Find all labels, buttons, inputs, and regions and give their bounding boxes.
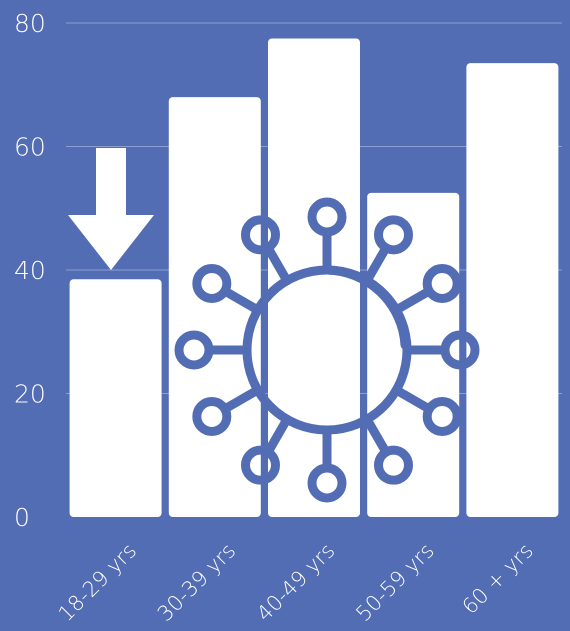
bar-4 bbox=[466, 63, 559, 517]
virus-spike-knob bbox=[422, 397, 462, 436]
x-category-label: 18-29 yrs bbox=[54, 539, 141, 626]
virus-spike-knob bbox=[440, 330, 480, 370]
bar-1 bbox=[168, 97, 261, 517]
bar-2 bbox=[268, 38, 360, 517]
bars bbox=[69, 38, 559, 517]
y-tick-label: 20 bbox=[14, 380, 46, 409]
x-category-label: 40-49 yrs bbox=[252, 539, 339, 626]
virus-spike-knob bbox=[192, 264, 232, 303]
virus-spike-knob bbox=[174, 330, 214, 370]
bar-0 bbox=[69, 279, 162, 517]
virus-spike bbox=[220, 385, 263, 414]
virus-spike bbox=[362, 414, 391, 457]
virus-icon bbox=[174, 197, 480, 503]
virus-spike bbox=[263, 414, 292, 457]
virus-spike-knob bbox=[241, 445, 280, 485]
virus-spike bbox=[263, 243, 292, 286]
virus-spike-knob bbox=[241, 215, 280, 255]
y-tick-label: 60 bbox=[14, 133, 46, 162]
virus-spike bbox=[362, 243, 391, 286]
x-category-label: 60 + yrs bbox=[458, 539, 538, 619]
y-tick-label: 0 bbox=[14, 503, 30, 532]
y-axis-ticks: 0 20 40 60 80 bbox=[14, 9, 46, 532]
virus-spike bbox=[391, 385, 434, 414]
x-category-label: 50-59 yrs bbox=[351, 539, 438, 626]
virus-spike-knob bbox=[374, 215, 413, 255]
virus-spike-knob bbox=[307, 197, 347, 237]
virus-spike-knob bbox=[192, 397, 232, 436]
y-tick-label: 80 bbox=[14, 9, 46, 38]
virus-spike bbox=[391, 286, 434, 315]
y-tick-label: 40 bbox=[14, 256, 46, 285]
virus-spike-knob bbox=[307, 463, 347, 503]
down-arrow-icon bbox=[68, 148, 154, 270]
virus-spike bbox=[220, 286, 263, 315]
x-axis-labels: 18-29 yrs 30-39 yrs 40-49 yrs 50-59 yrs 60 +… bbox=[54, 539, 538, 626]
virus-spike-knob bbox=[422, 264, 462, 303]
virus-spike-knob bbox=[374, 445, 413, 485]
x-category-label: 30-39 yrs bbox=[153, 539, 240, 626]
